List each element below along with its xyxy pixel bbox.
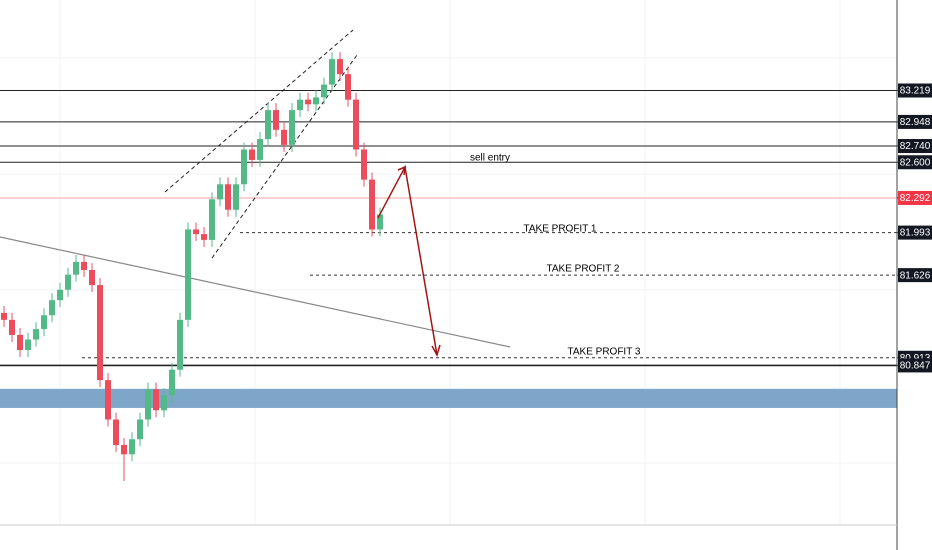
- candle-body: [73, 261, 79, 275]
- price-label-box: [898, 139, 932, 154]
- candle-body: [145, 389, 151, 420]
- candles-layer: [1, 52, 383, 481]
- candle-body: [345, 74, 351, 100]
- candle-body: [305, 99, 311, 105]
- y-tick-label: 82.948: [900, 117, 931, 128]
- axis-layer: 83.219 82.948 82.740 82.600 82.292 81.993 81.6…: [897, 83, 932, 373]
- candle-body: [57, 289, 63, 301]
- trend-line: [0, 236, 511, 348]
- zone-layer: [0, 388, 897, 408]
- candle-body: [241, 149, 247, 185]
- candle-body: [161, 395, 167, 411]
- candle-body: [41, 315, 47, 330]
- candle-body: [361, 149, 367, 180]
- arrow-head: [397, 165, 406, 176]
- candle-body: [297, 99, 303, 111]
- grid: [0, 0, 897, 525]
- candle-body: [313, 97, 319, 105]
- candle-body: [233, 184, 239, 210]
- candle-body: [33, 329, 39, 340]
- y-tick-label: 81.626: [900, 270, 931, 281]
- candle-body: [9, 319, 15, 335]
- levels-layer: [0, 90, 897, 367]
- candle-body: [129, 439, 135, 455]
- candle-body: [337, 59, 343, 75]
- channel-line: [211, 54, 358, 259]
- annotation: TAKE PROFIT 1: [524, 224, 597, 235]
- candle-body: [369, 179, 375, 230]
- candle-body: [257, 139, 263, 160]
- candle-body: [121, 445, 127, 455]
- price-label-box: [898, 225, 932, 240]
- price-label-box: [898, 268, 932, 283]
- candle-body: [49, 300, 55, 316]
- candle-body: [137, 419, 143, 440]
- candle-body: [89, 270, 95, 286]
- y-tick-label: 81.993: [900, 228, 931, 239]
- candle-body: [321, 84, 327, 98]
- candle-body: [153, 389, 159, 411]
- support-zone: [0, 388, 897, 408]
- candle-body: [169, 369, 175, 396]
- candle-body: [353, 99, 359, 150]
- annotation: sell entry: [470, 153, 510, 164]
- candle-body: [201, 234, 207, 240]
- price-label-box: [898, 358, 932, 373]
- candle-body: [81, 261, 87, 271]
- arrow-head: [431, 344, 441, 357]
- candle-body: [249, 149, 255, 160]
- y-tick-label: 82.740: [900, 141, 931, 152]
- candle-body: [281, 129, 287, 145]
- annotation: TAKE PROFIT 3: [568, 347, 641, 358]
- price-label-box: [898, 83, 932, 98]
- candle-body: [105, 380, 111, 420]
- candle-body: [377, 214, 383, 230]
- candle-body: [97, 285, 103, 381]
- candle-body: [185, 229, 191, 320]
- candle-body: [17, 334, 23, 350]
- candle-body: [273, 110, 279, 130]
- candle-body: [1, 312, 7, 320]
- y-tick-label: 82.600: [900, 157, 931, 168]
- channel-line: [164, 29, 354, 193]
- candle-body: [209, 199, 215, 240]
- candle-body: [65, 274, 71, 290]
- candle-body: [193, 229, 199, 235]
- price-label-box: [898, 155, 932, 170]
- y-tick-label: 82.292: [900, 193, 931, 204]
- candle-body: [225, 184, 231, 210]
- candle-body: [289, 110, 295, 145]
- forecast-arrow: [377, 164, 441, 357]
- candle-body: [265, 110, 271, 140]
- arrow-path: [377, 164, 438, 356]
- candle-body: [329, 59, 335, 85]
- y-tick-label: 80.913: [900, 353, 931, 364]
- candle-body: [25, 339, 31, 350]
- y-tick-label: 83.219: [900, 86, 931, 97]
- y-tick-label: 80.847: [900, 361, 931, 372]
- price-label-box: [898, 190, 932, 205]
- candle-body: [177, 319, 183, 370]
- candle-body: [113, 419, 119, 446]
- price-label-box: [898, 114, 932, 129]
- candle-body: [217, 184, 223, 200]
- annotation: TAKE PROFIT 2: [547, 264, 620, 275]
